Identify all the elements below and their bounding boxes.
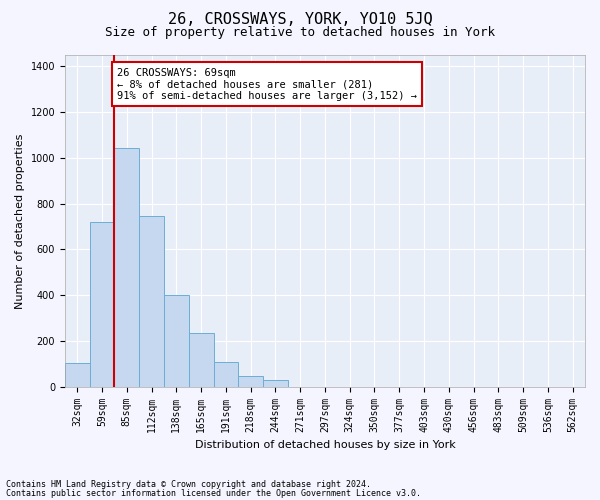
Bar bbox=[214, 362, 238, 386]
Text: Contains HM Land Registry data © Crown copyright and database right 2024.: Contains HM Land Registry data © Crown c… bbox=[6, 480, 371, 489]
Bar bbox=[263, 380, 288, 386]
Text: Contains public sector information licensed under the Open Government Licence v3: Contains public sector information licen… bbox=[6, 488, 421, 498]
X-axis label: Distribution of detached houses by size in York: Distribution of detached houses by size … bbox=[194, 440, 455, 450]
Bar bbox=[65, 362, 89, 386]
Text: 26, CROSSWAYS, YORK, YO10 5JQ: 26, CROSSWAYS, YORK, YO10 5JQ bbox=[167, 12, 433, 28]
Text: 26 CROSSWAYS: 69sqm
← 8% of detached houses are smaller (281)
91% of semi-detach: 26 CROSSWAYS: 69sqm ← 8% of detached hou… bbox=[117, 68, 417, 101]
Bar bbox=[189, 333, 214, 386]
Bar bbox=[89, 222, 115, 386]
Bar bbox=[139, 216, 164, 386]
Text: Size of property relative to detached houses in York: Size of property relative to detached ho… bbox=[105, 26, 495, 39]
Y-axis label: Number of detached properties: Number of detached properties bbox=[15, 133, 25, 308]
Bar bbox=[115, 148, 139, 386]
Bar bbox=[164, 295, 189, 386]
Bar bbox=[238, 376, 263, 386]
